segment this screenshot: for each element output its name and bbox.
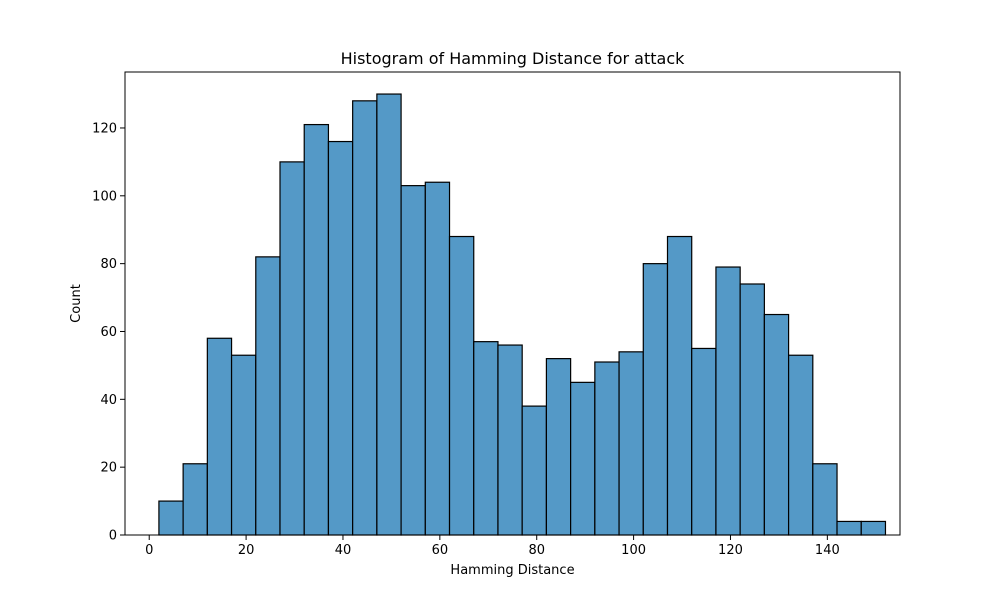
y-tick-label: 20 — [100, 461, 117, 476]
histogram-bar — [691, 347, 717, 536]
histogram-bar — [739, 283, 765, 536]
x-tick-label: 100 — [621, 543, 646, 558]
histogram-bar — [545, 358, 572, 536]
histogram-bar — [497, 344, 523, 536]
histogram-bar — [666, 235, 693, 536]
histogram-bar — [255, 256, 281, 536]
y-axis-label: Count — [69, 284, 84, 323]
histogram-bar — [230, 354, 257, 536]
histogram-bar — [570, 381, 596, 536]
histogram-bar — [158, 500, 184, 536]
histogram-bar — [327, 140, 354, 536]
x-tick-label: 140 — [815, 543, 840, 558]
histogram-bar — [206, 337, 233, 536]
histogram-bar — [618, 351, 644, 536]
histogram-bar — [376, 93, 402, 536]
histogram-bar — [303, 123, 330, 536]
y-tick-label: 80 — [100, 257, 117, 272]
histogram-bar — [860, 520, 887, 536]
histogram-bar — [400, 185, 426, 536]
x-tick-label: 40 — [335, 543, 352, 558]
y-tick-label: 40 — [100, 393, 117, 408]
x-tick-label: 60 — [432, 543, 449, 558]
histogram-bar — [448, 235, 475, 536]
y-tick-label: 0 — [109, 529, 117, 544]
x-tick-label: 20 — [238, 543, 255, 558]
histogram-bar — [836, 520, 862, 536]
bars-group — [158, 93, 887, 536]
y-tick-label: 100 — [92, 189, 117, 204]
histogram-bar — [763, 313, 790, 536]
y-tick-label: 120 — [92, 121, 117, 136]
histogram-bar — [473, 341, 499, 536]
x-axis-ticks: 0 20 40 60 80 100 120 140 — [145, 535, 840, 558]
x-axis-label: Hamming Distance — [450, 563, 574, 578]
histogram-bar — [812, 463, 838, 536]
histogram-bar — [594, 361, 620, 536]
histogram-bar — [787, 354, 814, 536]
x-tick-label: 0 — [145, 543, 153, 558]
x-tick-label: 120 — [718, 543, 743, 558]
histogram-bar — [642, 263, 669, 536]
histogram-bar — [182, 463, 208, 536]
y-tick-label: 60 — [100, 325, 117, 340]
chart-title: Histogram of Hamming Distance for attack — [341, 49, 686, 68]
histogram-bar — [279, 161, 305, 536]
histogram-bar — [352, 100, 378, 536]
histogram-bar — [424, 181, 451, 536]
histogram-bar — [715, 266, 741, 536]
y-axis-ticks: 0 20 40 60 80 100 120 — [92, 121, 125, 544]
x-tick-label: 80 — [528, 543, 545, 558]
histogram-bar — [521, 405, 548, 536]
plot-frame — [124, 71, 901, 536]
